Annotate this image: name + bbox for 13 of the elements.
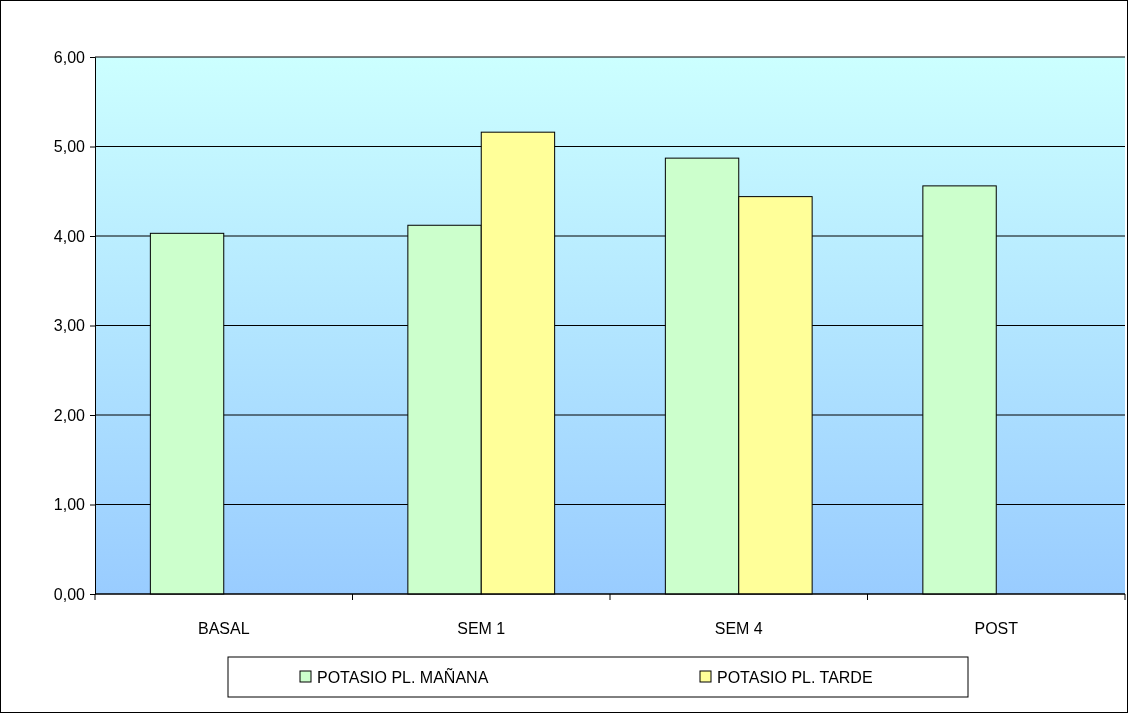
y-tick-label: 3,00 — [53, 317, 86, 335]
y-tick-label: 4,00 — [53, 227, 86, 245]
x-tick-label: BASAL — [197, 620, 250, 637]
y-tick-label: 2,00 — [53, 406, 86, 424]
x-tick-label: POST — [974, 620, 1019, 637]
x-tick-label: SEM 1 — [457, 620, 506, 637]
x-tick-label: SEM 4 — [714, 620, 763, 637]
y-tick-label: 1,00 — [53, 496, 86, 514]
legend-label: POTASIO PL. MAÑANA — [317, 667, 489, 686]
y-tick-label: 6,00 — [53, 48, 86, 66]
y-tick-label: 5,00 — [53, 138, 86, 156]
legend-label: POTASIO PL. TARDE — [717, 669, 873, 686]
y-tick-label: 0,00 — [53, 585, 86, 603]
